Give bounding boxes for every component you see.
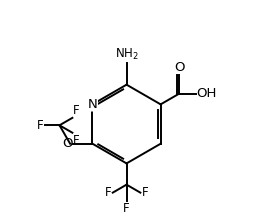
Text: NH$_2$: NH$_2$ [115, 47, 139, 62]
Text: F: F [73, 104, 80, 117]
Text: O: O [174, 61, 184, 73]
Text: F: F [37, 119, 43, 132]
Text: F: F [142, 186, 148, 199]
Text: N: N [88, 98, 97, 111]
Text: F: F [73, 134, 80, 147]
Text: F: F [105, 186, 112, 199]
Text: F: F [123, 202, 130, 215]
Text: O: O [62, 137, 72, 150]
Text: OH: OH [196, 87, 217, 100]
